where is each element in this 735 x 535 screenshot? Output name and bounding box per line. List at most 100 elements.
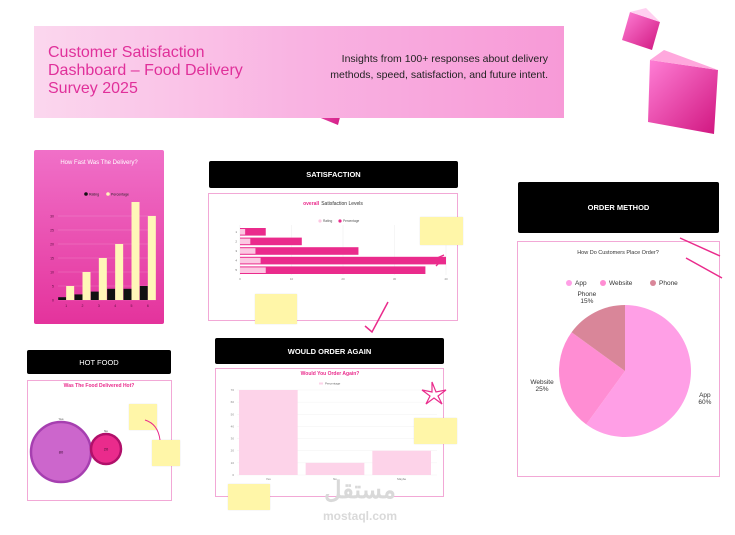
bubble-label: Yes — [59, 417, 64, 421]
bar-rating — [58, 297, 67, 300]
x-tick-label: No — [333, 477, 337, 481]
bar-percentage — [82, 272, 91, 300]
slice-label: App — [699, 392, 711, 399]
order-method-chart: How Do Customers Place Order? App Website… — [530, 250, 712, 437]
y-tick-label: 0 — [52, 299, 54, 303]
bar — [305, 462, 365, 475]
pie-slice — [559, 332, 625, 425]
dashboard-subtitle: Insights from 100+ responses about deliv… — [330, 53, 548, 81]
x-tick-label: Yes — [266, 477, 271, 481]
y-tick-label: 60 — [231, 400, 235, 404]
legend-swatch — [650, 280, 656, 286]
y-tick-label: 70 — [231, 388, 235, 392]
bubble-label: No — [104, 429, 108, 433]
dashboard-title: Customer Satisfaction Dashboard – Food D… — [48, 44, 243, 97]
bubble — [89, 432, 123, 466]
x-tick-label: 40 — [444, 277, 448, 281]
y-tick-label: 10 — [231, 461, 235, 465]
legend-swatch — [106, 192, 110, 196]
section-satisfaction: SATISFACTION — [209, 161, 458, 188]
x-tick-label: 4 — [114, 304, 116, 308]
legend-label: Rating — [89, 192, 99, 196]
bar — [372, 450, 431, 475]
y-tick-label: 30 — [50, 215, 54, 219]
sticky-note — [129, 404, 157, 430]
y-tick-label: 2 — [235, 239, 237, 243]
sticky-note — [152, 440, 180, 466]
bar-rating — [240, 267, 266, 273]
bar-percentage — [240, 256, 446, 265]
bar-percentage — [240, 247, 359, 255]
x-tick-label: Maybe — [397, 477, 406, 481]
sticky-note — [255, 294, 297, 324]
y-tick-label: 4 — [235, 259, 237, 263]
sticky-note — [420, 217, 463, 245]
bar-rating — [139, 286, 148, 300]
cube-shape — [648, 50, 718, 134]
section-order-method: ORDER METHOD — [518, 182, 719, 233]
legend-label: Phone — [659, 280, 678, 287]
slice-value-label: 15% — [580, 298, 593, 305]
y-tick-label: 0 — [232, 473, 234, 477]
y-tick-label: 20 — [231, 449, 235, 453]
slice-label: Website — [530, 379, 554, 386]
y-tick-label: 40 — [231, 424, 235, 428]
y-tick-label: 15 — [50, 257, 54, 261]
legend-swatch — [338, 219, 342, 223]
x-tick-label: 30 — [393, 277, 397, 281]
y-tick-label: 3 — [235, 249, 237, 253]
bar-percentage — [240, 237, 302, 246]
pie-slice — [586, 305, 691, 437]
bar-percentage — [66, 286, 75, 300]
bar-percentage — [147, 216, 156, 300]
bar-percentage — [98, 258, 107, 300]
x-tick-label: 5 — [131, 304, 133, 308]
x-tick-label: 0 — [239, 277, 241, 281]
y-tick-label: 25 — [50, 229, 54, 233]
slice-label: Phone — [577, 291, 596, 298]
bar-percentage — [240, 228, 266, 236]
bar-percentage — [131, 202, 140, 300]
legend-label: Rating — [323, 219, 332, 223]
bar-rating — [240, 238, 251, 245]
x-tick-label: 6 — [147, 304, 149, 308]
header-banner: Customer Satisfaction Dashboard – Food D… — [34, 26, 564, 118]
hot-food-chart: Was The Food Delivered Hot? 80 Yes 20 No — [29, 383, 135, 484]
satisfaction-chart: overall Satisfaction Levels Rating Percent… — [235, 201, 448, 281]
legend-label: Percentage — [343, 219, 360, 223]
y-tick-label: 10 — [50, 271, 54, 275]
sticky-note — [228, 484, 270, 510]
x-tick-label: 2 — [82, 304, 84, 308]
y-tick-label: 20 — [50, 243, 54, 247]
bar-percentage — [240, 266, 426, 274]
y-tick-label: 50 — [231, 412, 235, 416]
x-tick-label: 1 — [65, 304, 67, 308]
legend-swatch — [600, 280, 606, 286]
bar-percentage — [115, 244, 124, 300]
watermark-latin: mostaql.com — [322, 509, 397, 523]
x-tick-label: 10 — [290, 277, 294, 281]
watermark-arabic: مستقل — [324, 477, 396, 504]
bar-rating — [74, 294, 83, 300]
bar-rating — [240, 257, 261, 264]
y-tick-label: 1 — [235, 230, 237, 234]
title-text: Satisfaction Levels — [321, 201, 363, 207]
chart-title: Was The Food Delivered Hot? — [64, 383, 135, 389]
slice-value-label: 25% — [536, 386, 549, 393]
bar-rating — [240, 248, 256, 254]
x-tick-label: 3 — [98, 304, 100, 308]
delivery-speed-chart: How Fast Was The Delivery? Rating Percent… — [34, 150, 164, 324]
legend-label: Website — [609, 280, 633, 287]
legend-swatch — [84, 192, 88, 196]
pie-slice — [571, 305, 625, 371]
bar-rating — [240, 229, 246, 235]
section-hot-food: HOT FOOD — [27, 350, 171, 374]
legend-swatch — [566, 280, 572, 286]
section-would-order-again: WOULD ORDER AGAIN — [215, 338, 444, 364]
legend-swatch — [319, 382, 323, 385]
cube-shape — [622, 8, 660, 50]
chart-title: Would You Order Again? — [301, 371, 360, 377]
bar-rating — [90, 291, 99, 300]
chart-title: How Fast Was The Delivery? — [60, 160, 138, 166]
legend-label: App — [575, 280, 587, 287]
